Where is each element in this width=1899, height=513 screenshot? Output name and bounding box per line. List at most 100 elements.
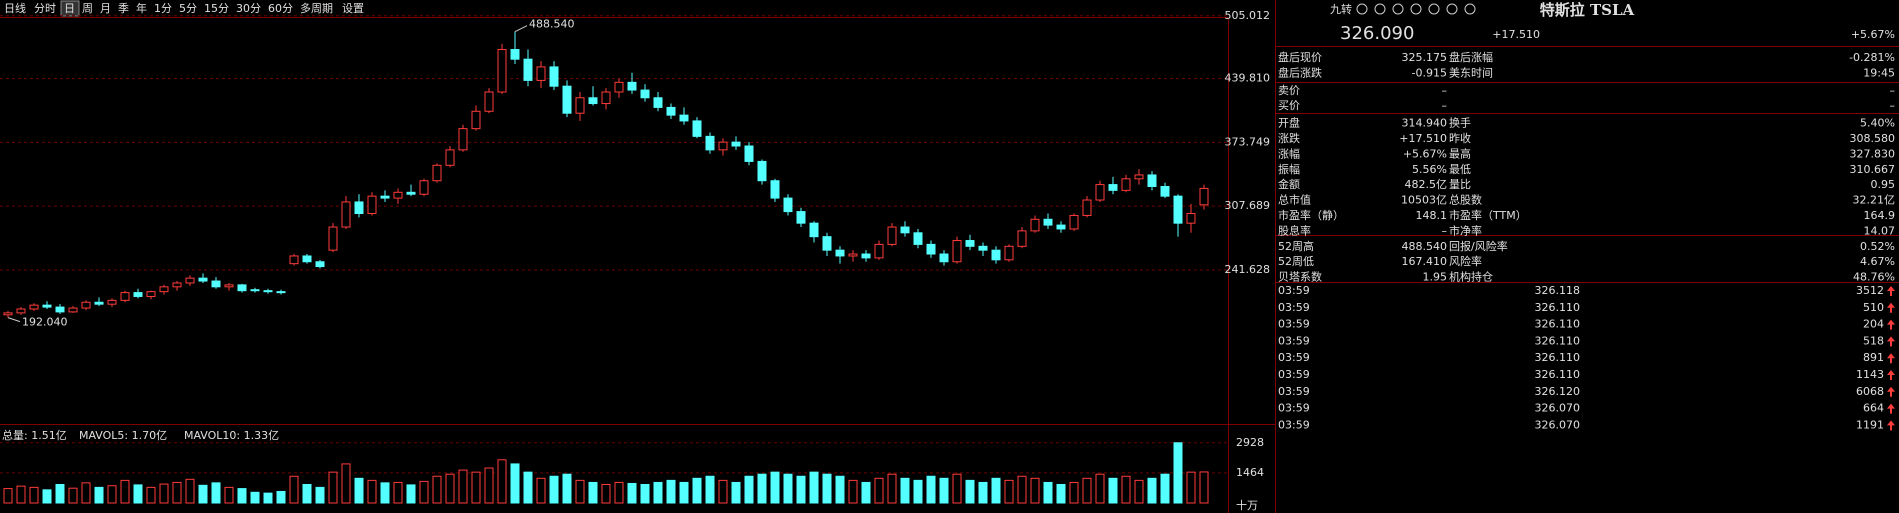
quote-value: –: [1442, 224, 1448, 237]
candle-body: [302, 255, 312, 263]
toolbar-item[interactable]: 5分: [179, 2, 197, 15]
volume-bar: [484, 467, 494, 504]
low-pointer: [7, 317, 21, 323]
toolbar-item[interactable]: 日线: [4, 1, 26, 15]
candle-body: [913, 232, 923, 245]
toolbar-item[interactable]: 设置: [342, 2, 364, 15]
candle-body: [783, 197, 793, 213]
candle-body: [42, 304, 52, 308]
toolbar-item[interactable]: 日: [64, 2, 75, 15]
volume-bar: [926, 475, 936, 504]
candle-body: [263, 290, 273, 293]
toolbar-icons: [1356, 3, 1476, 15]
toolbar-right[interactable]: 九转: [1330, 2, 1352, 16]
volume-bar: [315, 486, 325, 504]
toolbar-item[interactable]: 周: [82, 2, 93, 15]
trade-volume: 1191: [1856, 418, 1884, 431]
volume-bar: [653, 481, 663, 504]
quote-label: 涨幅: [1278, 147, 1300, 160]
toolbar-item[interactable]: 多周期: [300, 1, 333, 15]
candle-body: [458, 128, 468, 151]
quote-value: 488.540: [1402, 240, 1448, 253]
trade-price: 326.070: [1535, 418, 1581, 431]
candle-body: [224, 284, 234, 288]
candle-body: [250, 289, 260, 292]
trade-volume: 6068: [1856, 385, 1884, 398]
volume-bar: [81, 482, 91, 504]
volume-bar: [341, 463, 351, 504]
volume-bar: [705, 475, 715, 504]
volume-bar: [1043, 481, 1053, 504]
toolbar-item[interactable]: 1分: [154, 2, 172, 15]
candle-body: [718, 141, 728, 151]
volume-bar: [796, 475, 806, 504]
quote-label: 买价: [1278, 99, 1300, 112]
volume-legend: MAVOL10: 1.33亿: [184, 429, 279, 442]
candle-body: [276, 291, 286, 294]
toolbar-item[interactable]: 60分: [268, 2, 293, 15]
volume-bar: [1004, 479, 1014, 504]
quote-label: 贝塔系数: [1278, 271, 1322, 284]
trade-price: 326.110: [1535, 351, 1581, 364]
trade-price: 326.110: [1535, 368, 1581, 381]
candle-body: [1147, 174, 1157, 188]
volume-bar: [523, 471, 533, 504]
candle-body: [393, 191, 403, 199]
toolbar-item[interactable]: 年: [136, 1, 147, 15]
volume-bar: [1095, 473, 1105, 504]
trade-time: 03:59: [1278, 351, 1310, 364]
candle-body: [744, 145, 754, 162]
candle-body: [1043, 218, 1053, 226]
quote-value: 325.175: [1402, 51, 1448, 64]
quote-value: 5.56%: [1412, 163, 1447, 176]
candle-body: [536, 66, 546, 81]
candle-body: [679, 114, 689, 122]
volume-bar: [276, 490, 286, 504]
candle-body: [328, 226, 338, 251]
volume-bar: [120, 479, 130, 504]
trade-time: 03:59: [1278, 284, 1310, 297]
toolbar-item[interactable]: 分时: [34, 2, 56, 15]
quote-value: 327.830: [1850, 147, 1896, 160]
trade-arrow: [1887, 319, 1895, 330]
volume-bar: [835, 475, 845, 504]
volume-bar: [55, 483, 65, 504]
candle-body: [159, 286, 169, 293]
candle-body: [1108, 184, 1118, 191]
candle-body: [874, 243, 884, 259]
candle-body: [237, 284, 247, 292]
candle-body: [367, 195, 377, 215]
quote-label: 最低: [1449, 163, 1471, 176]
candle-body: [289, 255, 299, 265]
quote-value: 314.940: [1402, 117, 1448, 130]
toolbar-item[interactable]: 季: [118, 2, 129, 15]
candle-body: [952, 240, 962, 263]
candle-body: [133, 292, 143, 297]
volume-bar: [887, 473, 897, 504]
volume-bar: [809, 471, 819, 504]
volume-legend: MAVOL5: 1.70亿: [79, 429, 167, 442]
candle-body: [770, 180, 780, 199]
volume-bar: [1082, 477, 1092, 504]
volume-bar: [562, 473, 572, 504]
volume-bar: [718, 479, 728, 504]
candle-body: [1199, 187, 1209, 206]
toolbar-item[interactable]: 月: [100, 2, 111, 15]
candle-body: [653, 97, 663, 108]
volume-bar: [952, 473, 962, 504]
toolbar-item[interactable]: 30分: [236, 2, 261, 15]
quote-value: -0.915: [1412, 66, 1447, 79]
volume-bar: [939, 477, 949, 504]
quote-label: 机构持仓: [1449, 270, 1493, 284]
candle-body: [510, 49, 520, 60]
candle-body: [926, 243, 936, 255]
trade-arrow: [1887, 370, 1895, 380]
candle-body: [1186, 213, 1196, 224]
candle-body: [627, 81, 637, 91]
candle-body: [1082, 199, 1092, 216]
quote-value: +5.67%: [1403, 147, 1447, 160]
toolbar-item[interactable]: 15分: [204, 2, 229, 15]
quote-label: 市盈率（TTM）: [1449, 208, 1527, 222]
quote-label: 美东时间: [1449, 66, 1493, 79]
